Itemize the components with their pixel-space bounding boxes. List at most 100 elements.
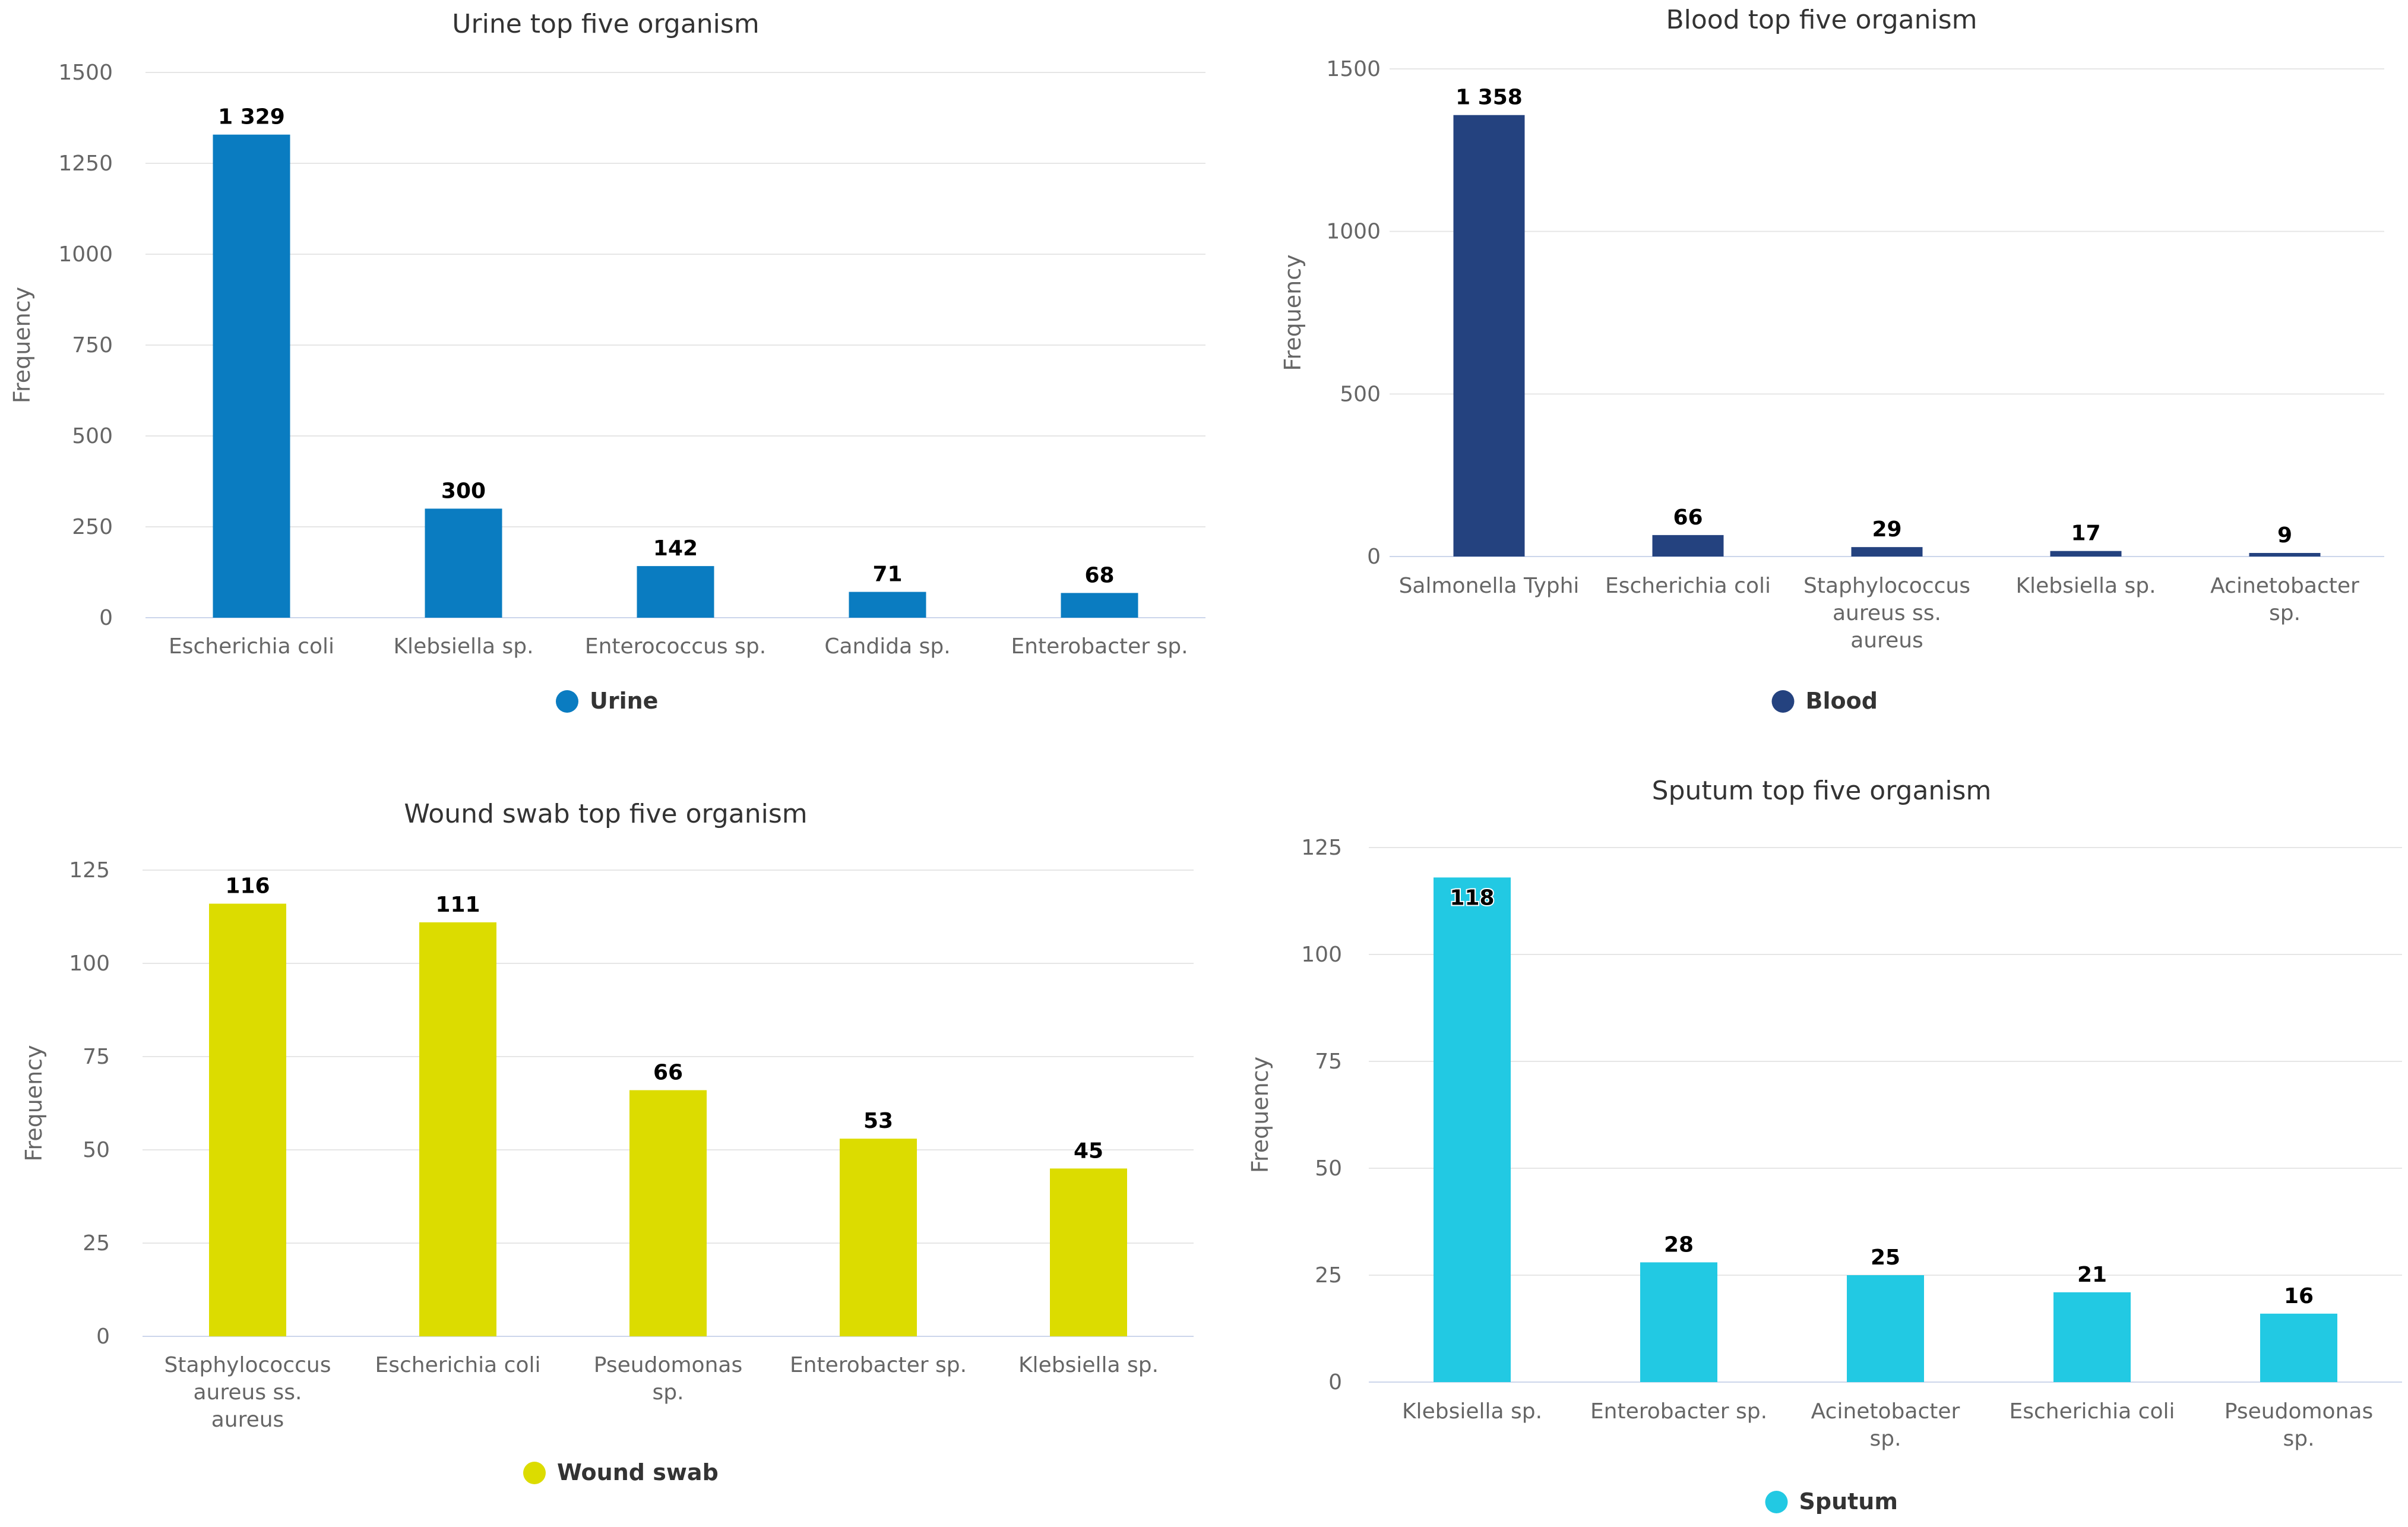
data-label: 111 [435, 893, 480, 917]
legend-label: Sputum [1799, 1488, 1898, 1515]
data-label: 9 [2277, 523, 2292, 548]
y-tick-label: 125 [69, 858, 110, 883]
sputum-chart-panel: Sputum top five organism Frequency 0 25 50 75… [1235, 766, 2408, 1527]
bar [1652, 535, 1724, 557]
y-axis-label: Frequency [9, 287, 35, 403]
data-label: 300 [441, 479, 486, 503]
bar [209, 903, 286, 1336]
legend-marker [556, 690, 578, 713]
blood-chart-panel: Blood top five organism Frequency 0 500 1000… [1235, 0, 2408, 748]
y-tick-label: 500 [72, 424, 113, 448]
y-tick-label: 1000 [58, 242, 113, 267]
bar [629, 1090, 707, 1336]
y-tick-label: 75 [83, 1045, 110, 1069]
x-tick-label: Pseudomonas sp. [594, 1353, 742, 1405]
bar [2249, 553, 2321, 557]
data-label: 45 [1074, 1139, 1103, 1163]
x-tick-label: Escherichia coli [2010, 1399, 2175, 1424]
legend-marker [1771, 690, 1795, 713]
x-tick-label: Escherichia coli [1605, 574, 1771, 598]
data-label: 71 [872, 562, 902, 587]
x-tick-label: Klebsiella sp. [393, 634, 533, 659]
x-tick-label: Klebsiella sp. [1402, 1399, 1542, 1424]
x-tick-label: Escherichia coli [375, 1353, 541, 1377]
x-tick-label: Candida sp. [824, 634, 950, 659]
y-tick-label: 50 [83, 1138, 110, 1162]
blood-chart: Blood top five organism Frequency 0 500 1000… [1280, 5, 2384, 714]
data-label: 1 358 [1455, 86, 1523, 110]
y-tick-label: 1500 [1326, 57, 1381, 81]
bar [419, 922, 496, 1336]
legend-label: Blood [1806, 688, 1878, 714]
bar [840, 1139, 917, 1336]
data-label: 1 329 [218, 105, 285, 129]
x-tick-label: Enterobacter sp. [1011, 634, 1188, 659]
wound-swab-chart: Wound swab top five organism Frequency 0 25… [21, 799, 1194, 1485]
legend-marker [523, 1462, 546, 1484]
data-label: 53 [863, 1109, 893, 1133]
legend-marker [1765, 1491, 1788, 1513]
legend-label: Urine [590, 688, 658, 714]
y-tick-label: 100 [69, 951, 110, 976]
data-label: 29 [1872, 517, 1901, 542]
data-label: 17 [2071, 521, 2100, 546]
data-label: 118 [1450, 886, 1494, 910]
data-label: 66 [1673, 505, 1703, 530]
bar [1851, 547, 1923, 557]
x-tick-label: Acinetobacter sp. [2210, 574, 2359, 625]
data-label: 16 [2284, 1284, 2314, 1308]
data-label: 28 [1664, 1232, 1694, 1257]
y-tick-label: 125 [1301, 836, 1342, 860]
bar [1434, 877, 1511, 1382]
bar [637, 566, 714, 618]
data-label: 25 [1871, 1245, 1900, 1270]
y-tick-label: 0 [99, 606, 113, 630]
data-label: 116 [225, 874, 270, 899]
bar [213, 134, 290, 618]
bar [1061, 593, 1138, 618]
y-tick-label: 25 [83, 1231, 110, 1256]
y-tick-label: 0 [96, 1324, 110, 1349]
urine-chart: Urine top five organism Frequency 0 250 500 7… [9, 9, 1205, 714]
y-tick-label: 0 [1367, 545, 1381, 569]
x-tick-label: Klebsiella sp. [1018, 1353, 1159, 1377]
chart-title: Sputum top five organism [1652, 776, 1992, 806]
y-axis-label: Frequency [1280, 254, 1306, 371]
data-label: 68 [1084, 563, 1114, 587]
bar [1050, 1168, 1127, 1336]
bar [1847, 1275, 1924, 1382]
bar [2050, 551, 2122, 557]
y-tick-label: 75 [1315, 1049, 1342, 1074]
y-tick-label: 25 [1315, 1263, 1342, 1288]
x-tick-label: Enterococcus sp. [585, 634, 766, 659]
y-tick-label: 750 [72, 333, 113, 358]
x-tick-label: Salmonella Typhi [1399, 574, 1580, 598]
bar [849, 592, 926, 618]
x-tick-label: Klebsiella sp. [2015, 574, 2156, 598]
urine-chart-panel: Urine top five organism Frequency 0 250 500 7… [0, 0, 1211, 748]
sputum-chart: Sputum top five organism Frequency 0 25 50 75… [1247, 776, 2402, 1515]
bar [425, 508, 502, 618]
chart-title: Wound swab top five organism [404, 799, 807, 829]
x-tick-label: Pseudomonas sp. [2225, 1399, 2373, 1451]
data-label: 142 [653, 536, 698, 561]
data-label: 66 [653, 1061, 683, 1085]
bar [1640, 1262, 1717, 1382]
x-tick-label: Staphylococcus aureus ss. aureus [1803, 574, 1970, 653]
x-tick-label: Staphylococcus aureus ss. aureus [164, 1353, 331, 1432]
data-label: 21 [2077, 1263, 2107, 1287]
bar [2260, 1313, 2337, 1382]
bar [1453, 115, 1525, 557]
chart-title: Blood top five organism [1666, 5, 1977, 35]
y-tick-label: 250 [72, 515, 113, 539]
bar [2053, 1292, 2131, 1382]
y-tick-label: 1000 [1326, 220, 1381, 244]
y-tick-label: 50 [1315, 1156, 1342, 1181]
x-tick-label: Enterobacter sp. [1590, 1399, 1767, 1424]
x-tick-label: Escherichia coli [169, 634, 334, 659]
x-tick-label: Enterobacter sp. [790, 1353, 967, 1377]
y-tick-label: 500 [1340, 382, 1381, 406]
legend-label: Wound swab [557, 1459, 719, 1485]
x-tick-label: Acinetobacter sp. [1811, 1399, 1960, 1451]
wound-swab-chart-panel: Wound swab top five organism Frequency 0 25… [0, 766, 1211, 1527]
